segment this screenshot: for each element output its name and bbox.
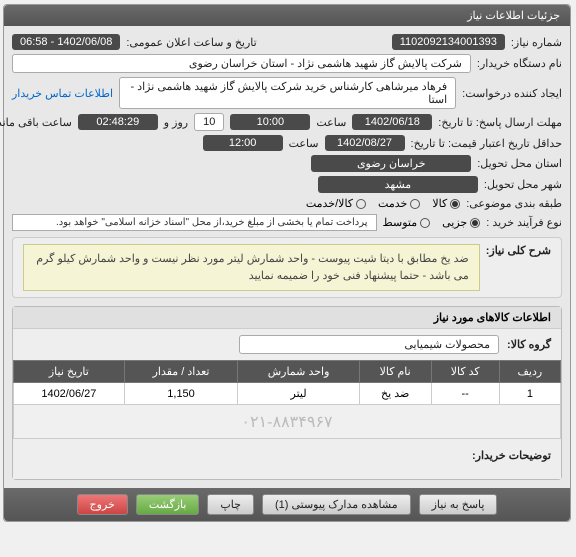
deadline-date: 1402/06/18 bbox=[353, 114, 433, 130]
attachments-button[interactable]: مشاهده مدارک پیوستی (1) bbox=[263, 494, 412, 515]
days-label: روز و bbox=[165, 116, 189, 129]
group-label: گروه کالا: bbox=[508, 338, 552, 351]
items-section-title: اطلاعات کالاهای مورد نیاز bbox=[14, 307, 562, 329]
exit-button[interactable]: خروج bbox=[78, 494, 129, 515]
buyer-notes-area: توضیحات خریدار: bbox=[14, 439, 562, 479]
radio-dot-icon bbox=[451, 199, 461, 209]
radio-service-label: خدمت bbox=[379, 197, 408, 210]
valid-time: 12:00 bbox=[204, 135, 284, 151]
province-value: خراسان رضوی bbox=[312, 155, 472, 172]
th-unit: واحد شمارش bbox=[239, 361, 360, 383]
cell-unit: لیتر bbox=[239, 383, 360, 405]
process-label: نوع فرآیند خرید : bbox=[487, 216, 563, 229]
radio-goods-label: کالا bbox=[433, 197, 448, 210]
valid-date: 1402/08/27 bbox=[326, 135, 406, 151]
cell-date: 1402/06/27 bbox=[15, 383, 126, 405]
cell-name: ضد یخ bbox=[360, 383, 432, 405]
panel-body: شماره نیاز: 1102092134001393 تاریخ و ساع… bbox=[5, 26, 571, 488]
radio-goods[interactable]: کالا bbox=[433, 197, 461, 210]
category-radio-group: کالا خدمت کالا/خدمت bbox=[307, 197, 461, 210]
cell-qty: 1,150 bbox=[125, 383, 239, 405]
buyer-notes-label: توضیحات خریدار: bbox=[473, 450, 552, 462]
category-label: طبقه بندی موضوعی: bbox=[467, 197, 563, 210]
radio-minor-label: جزیی bbox=[443, 216, 468, 229]
buyer-org-label: نام دستگاه خریدار: bbox=[478, 57, 563, 70]
deadline-time: 10:00 bbox=[231, 114, 311, 130]
radio-dot-icon bbox=[421, 218, 431, 228]
city-label: شهر محل تحویل: bbox=[485, 178, 563, 191]
province-label: استان محل تحویل: bbox=[478, 157, 563, 170]
deadline-label: مهلت ارسال پاسخ: تا تاریخ: bbox=[439, 116, 563, 129]
radio-both[interactable]: کالا/خدمت bbox=[307, 197, 367, 210]
table-row[interactable]: 1 -- ضد یخ لیتر 1,150 1402/06/27 bbox=[15, 383, 562, 405]
creator-value: فرهاد میرشاهی کارشناس خرید شرکت پالایش گ… bbox=[120, 77, 457, 109]
need-no-label: شماره نیاز: bbox=[512, 36, 563, 49]
th-date: تاریخ نیاز bbox=[15, 361, 126, 383]
city-value: مشهد bbox=[319, 176, 479, 193]
process-radio-group: جزیی متوسط bbox=[384, 216, 482, 229]
radio-service[interactable]: خدمت bbox=[379, 197, 421, 210]
need-no-value: 1102092134001393 bbox=[393, 34, 506, 50]
valid-label: حداقل تاریخ اعتبار قیمت: تا تاریخ: bbox=[412, 137, 563, 150]
buyer-org-value: شرکت پالایش گاز شهید هاشمی نژاد - استان … bbox=[13, 54, 472, 73]
items-section: اطلاعات کالاهای مورد نیاز گروه کالا: محص… bbox=[13, 306, 563, 480]
th-code: کد کالا bbox=[432, 361, 500, 383]
countdown: 02:48:29 bbox=[79, 114, 159, 130]
desc-header: شرح کلی نیاز: bbox=[487, 244, 552, 257]
th-qty: تعداد / مقدار bbox=[125, 361, 239, 383]
watermark-row: ۰۲۱-۸۸۳۴۹۶۷ bbox=[15, 405, 562, 439]
radio-medium[interactable]: متوسط bbox=[384, 216, 432, 229]
panel-title: جزئیات اطلاعات نیاز bbox=[5, 5, 571, 26]
payment-note: پرداخت تمام یا بخشی از مبلغ خرید،از محل … bbox=[13, 214, 378, 231]
watermark-text: ۰۲۱-۸۸۳۴۹۶۷ bbox=[15, 405, 562, 439]
radio-dot-icon bbox=[471, 218, 481, 228]
items-table: ردیف کد کالا نام کالا واحد شمارش تعداد /… bbox=[14, 360, 562, 439]
cell-row: 1 bbox=[500, 383, 561, 405]
days-value: 10 bbox=[195, 113, 225, 131]
group-value: محصولات شیمیایی bbox=[240, 335, 500, 354]
radio-dot-icon bbox=[357, 199, 367, 209]
remain-label: ساعت باقی مانده bbox=[0, 116, 73, 129]
radio-minor[interactable]: جزیی bbox=[443, 216, 481, 229]
creator-label: ایجاد کننده درخواست: bbox=[463, 87, 563, 100]
radio-medium-label: متوسط bbox=[384, 216, 419, 229]
cell-code: -- bbox=[432, 383, 500, 405]
back-button[interactable]: بازگشت bbox=[137, 494, 201, 515]
description-block: شرح کلی نیاز: ضد یخ مطابق با دیتا شیت پی… bbox=[13, 237, 563, 298]
radio-dot-icon bbox=[411, 199, 421, 209]
table-header-row: ردیف کد کالا نام کالا واحد شمارش تعداد /… bbox=[15, 361, 562, 383]
print-button[interactable]: چاپ bbox=[208, 494, 255, 515]
th-row: ردیف bbox=[500, 361, 561, 383]
desc-text: ضد یخ مطابق با دیتا شیت پیوست - واحد شما… bbox=[24, 244, 481, 291]
contact-link[interactable]: اطلاعات تماس خریدار bbox=[13, 87, 114, 100]
footer-bar: پاسخ به نیاز مشاهده مدارک پیوستی (1) چاپ… bbox=[5, 488, 571, 521]
deadline-time-label: ساعت bbox=[317, 116, 347, 129]
th-name: نام کالا bbox=[360, 361, 432, 383]
radio-both-label: کالا/خدمت bbox=[307, 197, 354, 210]
announce-label: تاریخ و ساعت اعلان عمومی: bbox=[127, 36, 257, 49]
valid-time-label: ساعت bbox=[290, 137, 320, 150]
announce-value: 1402/06/08 - 06:58 bbox=[13, 34, 121, 50]
reply-button[interactable]: پاسخ به نیاز bbox=[420, 494, 499, 515]
need-details-panel: جزئیات اطلاعات نیاز شماره نیاز: 11020921… bbox=[4, 4, 572, 522]
